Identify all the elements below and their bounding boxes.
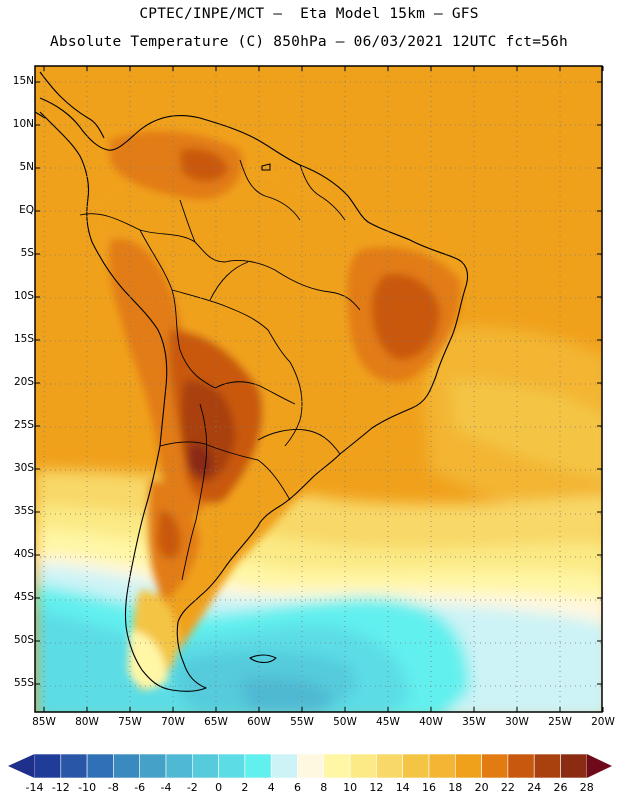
lat-tick-label: EQ <box>19 204 34 216</box>
lat-tick-label: 5S <box>20 247 34 259</box>
colorbar-tick-label: -10 <box>78 781 97 794</box>
lat-tick-label: 15N <box>12 75 34 87</box>
lon-tick-label: 80W <box>75 716 99 728</box>
map-title-source: CPTEC/INPE/MCT – Eta Model 15km – GFS <box>139 6 479 22</box>
colorbar-tick-label: 10 <box>343 781 358 794</box>
colorbar-tick-label: -4 <box>160 781 172 794</box>
lon-tick-label: 65W <box>204 716 228 728</box>
colorbar-tick-label: -12 <box>51 781 70 794</box>
lat-tick-label: 50S <box>13 634 34 646</box>
colorbar-tick-label: 24 <box>527 781 542 794</box>
lon-tick-label: 75W <box>118 716 142 728</box>
lon-tick-label: 25W <box>548 716 572 728</box>
colorbar-tick-label: 8 <box>320 781 328 794</box>
lon-tick-label: 40W <box>419 716 443 728</box>
colorbar-tick-label: 0 <box>215 781 223 794</box>
colorbar-tick-label: 18 <box>448 781 463 794</box>
lat-tick-label: 35S <box>13 505 34 517</box>
colorbar-tick-label: 4 <box>267 781 275 794</box>
lon-tick-label: 60W <box>247 716 271 728</box>
lat-tick-label: 20S <box>13 376 34 388</box>
colorbar-tick-label: 20 <box>474 781 489 794</box>
colorbar-tick-label: 16 <box>422 781 436 794</box>
lat-tick-label: 55S <box>13 677 34 689</box>
lon-tick-label: 55W <box>290 716 314 728</box>
colorbar-tick-label: 14 <box>395 781 410 794</box>
lon-tick-label: 45W <box>376 716 400 728</box>
colorbar-tick-label: 28 <box>579 781 594 794</box>
colorbar-tick-label: -8 <box>107 781 119 794</box>
lon-tick-label: 20W <box>591 716 615 728</box>
colorbar-tick-label: -2 <box>186 781 198 794</box>
colorbar-tick-label: -6 <box>134 781 146 794</box>
colorbar-tick-label: -14 <box>25 781 44 794</box>
lat-tick-label: 30S <box>13 462 34 474</box>
lon-tick-label: 50W <box>333 716 357 728</box>
lat-tick-label: 15S <box>13 333 34 345</box>
lat-tick-label: 10S <box>13 290 34 302</box>
colorbar-tick-label: 2 <box>241 781 249 794</box>
lon-tick-label: 85W <box>32 716 56 728</box>
lat-tick-label: 10N <box>12 118 34 130</box>
colorbar-tick-label: 6 <box>294 781 301 794</box>
coastline <box>35 71 469 692</box>
map-title-variable: Absolute Temperature (C) 850hPa – 06/03/… <box>50 34 568 50</box>
colorbar-tick-label: 12 <box>369 781 384 794</box>
colorbar-tick-label: 22 <box>500 781 515 794</box>
colorbar-tick-label: 26 <box>553 781 568 794</box>
lon-tick-label: 30W <box>505 716 529 728</box>
lat-tick-label: 5N <box>19 161 34 173</box>
lat-tick-label: 45S <box>13 591 34 603</box>
map-frame <box>34 65 603 713</box>
temperature-field <box>35 66 602 712</box>
lon-tick-label: 70W <box>161 716 185 728</box>
lon-tick-label: 35W <box>462 716 486 728</box>
lat-tick-label: 40S <box>13 548 34 560</box>
lat-tick-label: 25S <box>13 419 34 431</box>
